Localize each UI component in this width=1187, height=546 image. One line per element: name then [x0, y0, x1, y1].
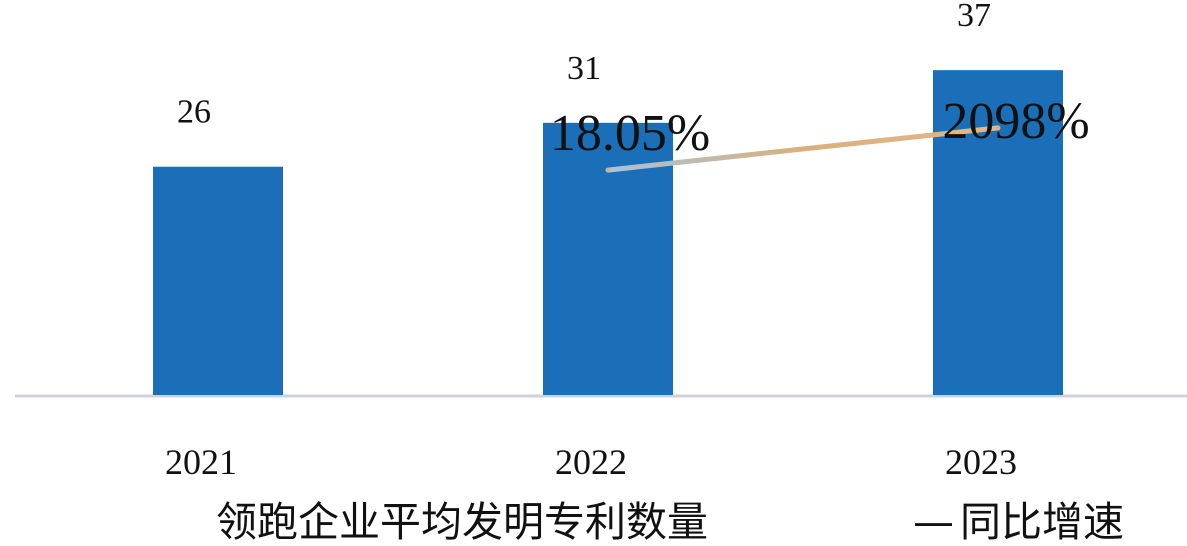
bar-value-label-2021: 26 [177, 94, 211, 131]
growth-point-2022 [606, 168, 610, 173]
growth-point-2023 [996, 125, 1000, 130]
bar-2023 [933, 70, 1063, 395]
bar-value-label-2023: 37 [957, 0, 991, 34]
x-tick-2021: 2021 [165, 442, 237, 482]
growth-label-2022: 18.05% [550, 105, 710, 162]
x-tick-2022: 2022 [555, 442, 627, 482]
growth-line-series [605, 125, 1001, 173]
bar-2021 [153, 166, 283, 395]
legend-bar-label: 领跑企业平均发明专利数量 [216, 498, 708, 546]
legend-line-label: 同比增速 [960, 498, 1124, 546]
x-axis-tick-labels: 2021 2022 2023 [165, 442, 1017, 482]
bar-value-labels: 26 31 37 [177, 0, 991, 131]
growth-line [605, 125, 1001, 173]
bar-value-label-2022: 31 [567, 50, 601, 87]
x-tick-2023: 2023 [945, 442, 1017, 482]
legend: 领跑企业平均发明专利数量 — 同比增速 [216, 498, 1124, 546]
growth-label-2023: 2098% [942, 93, 1089, 150]
growth-value-labels: 18.05% 2098% [550, 93, 1090, 162]
legend-line-marker: — [913, 498, 954, 546]
